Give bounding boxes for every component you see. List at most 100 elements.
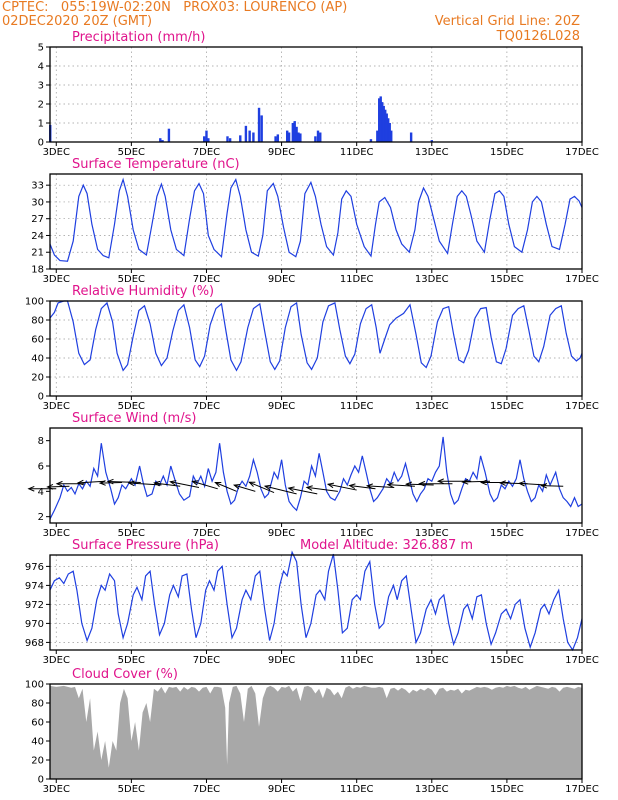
wind-arrowhead xyxy=(287,486,295,492)
rh-panel: 0 20 40 60 80 100 3DEC 5DEC 7DEC 9DEC 11DEC 13DEC 15… xyxy=(25,284,599,412)
precip-bar xyxy=(239,135,242,142)
precip-bar xyxy=(161,140,164,142)
precip-bar xyxy=(286,130,289,142)
wind-arrowhead xyxy=(191,480,199,486)
precip-bar xyxy=(316,130,320,142)
pres-xtick-label: 5DEC xyxy=(118,655,145,666)
wind-xtick-label: 15DEC xyxy=(490,528,524,539)
wind-vector-arrow xyxy=(192,480,218,490)
wind-vector-arrow xyxy=(462,480,491,483)
temp-series-line xyxy=(49,177,583,262)
cloud-xtick-label: 11DEC xyxy=(340,784,374,795)
precip-bar xyxy=(378,98,381,142)
precip-bar xyxy=(376,130,379,142)
precip-bar xyxy=(319,132,322,142)
rh-xtick-label: 15DEC xyxy=(490,401,524,412)
rh-xtick-label: 11DEC xyxy=(340,401,374,412)
header-line1: CPTEC: 055:19W-02:20N PROX03: LOURENCO (… xyxy=(2,0,348,15)
temp-panel: 18 21 24 27 30 33 3DEC 5DEC 7DEC 9DEC 11DEC 13DEC 15… xyxy=(31,157,599,285)
precip-bar xyxy=(381,102,384,142)
wind-ytick-label: 8 xyxy=(38,436,44,447)
wind-arrowhead xyxy=(263,484,272,491)
pres-frame xyxy=(49,554,583,651)
wind-arrowhead xyxy=(404,481,413,488)
cloud-xtick-label: 3DEC xyxy=(43,784,70,795)
precip-bar xyxy=(369,139,373,142)
precip-bar xyxy=(276,134,280,142)
temp-frame xyxy=(49,173,583,270)
temp-xtick-label: 9DEC xyxy=(268,274,295,285)
wind-vector-arrow xyxy=(154,482,181,487)
temp-ytick-label: 30 xyxy=(31,197,44,208)
precip-ytick-label: 0 xyxy=(38,138,44,149)
wind-vector-arrow xyxy=(215,482,237,492)
wind-vector-arrow xyxy=(406,483,434,486)
header-grid-note: Vertical Grid Line: 20Z xyxy=(434,14,580,29)
precip-bar xyxy=(203,136,206,142)
precip-bar xyxy=(205,130,208,142)
precip-bar xyxy=(291,123,295,142)
pres-xtick-label: 15DEC xyxy=(490,655,524,666)
wind-arrowhead xyxy=(169,480,177,486)
precip-ytick-label: 4 xyxy=(38,62,44,73)
wind-arrowhead xyxy=(418,480,426,487)
precip-bar xyxy=(297,132,300,142)
rh-xtick-label: 3DEC xyxy=(43,401,70,412)
temp-ytick-label: 27 xyxy=(31,214,44,225)
precip-ytick-label: 3 xyxy=(38,81,44,92)
wind-series-line xyxy=(49,436,583,520)
rh-xtick-label: 9DEC xyxy=(268,401,295,412)
pres-annotation: Model Altitude: 326.887 m xyxy=(300,538,473,553)
precip-bar xyxy=(299,133,302,142)
precip-xtick-label: 13DEC xyxy=(415,147,449,158)
precip-bar xyxy=(295,126,298,142)
pres-series-line xyxy=(49,550,583,652)
temp-xtick-label: 13DEC xyxy=(415,274,449,285)
wind-vector-arrow xyxy=(77,480,106,484)
wind-vector-arrow xyxy=(128,482,162,486)
wind-xtick-label: 7DEC xyxy=(193,528,220,539)
wind-ytick-label: 4 xyxy=(38,487,44,498)
wind-arrowhead xyxy=(214,481,222,488)
precip-ytick-label: 1 xyxy=(38,119,44,130)
wind-xtick-label: 17DEC xyxy=(565,528,599,539)
precip-xtick-label: 3DEC xyxy=(43,147,70,158)
rh-title: Relative Humidity (%) xyxy=(72,284,214,299)
cloud-xtick-label: 5DEC xyxy=(118,784,145,795)
cloud-ytick-label: 80 xyxy=(31,699,44,710)
rh-frame xyxy=(49,300,583,397)
cloud-ytick-label: 100 xyxy=(25,680,44,691)
rh-xtick-label: 7DEC xyxy=(193,401,220,412)
wind-ytick-label: 6 xyxy=(38,462,44,473)
pres-xtick-label: 11DEC xyxy=(340,655,374,666)
temp-ytick-label: 21 xyxy=(31,248,44,259)
wind-vector-arrow xyxy=(541,485,564,487)
wind-vector-arrow xyxy=(47,485,70,488)
wind-arrowhead xyxy=(326,482,335,489)
cloud-xtick-label: 13DEC xyxy=(415,784,449,795)
wind-arrowhead xyxy=(436,478,444,484)
temp-xtick-label: 17DEC xyxy=(565,274,599,285)
rh-ytick-label: 0 xyxy=(38,392,44,403)
precip-title: Precipitation (mm/h) xyxy=(72,30,205,45)
wind-vector-arrow xyxy=(264,485,297,495)
precip-bar xyxy=(390,130,393,142)
wind-title: Surface Wind (m/s) xyxy=(72,411,196,426)
precip-frame xyxy=(49,46,583,143)
precip-bar xyxy=(252,132,255,142)
wind-vector-arrow xyxy=(519,482,547,486)
wind-arrowhead xyxy=(106,478,114,485)
precip-bar xyxy=(430,140,433,142)
rh-xtick-label: 17DEC xyxy=(565,401,599,412)
pres-xtick-label: 13DEC xyxy=(415,655,449,666)
precip-bar xyxy=(379,96,382,142)
precip-bar xyxy=(387,118,390,142)
cloud-ytick-label: 40 xyxy=(31,737,44,748)
rh-xtick-label: 13DEC xyxy=(415,401,449,412)
cloud-ytick-label: 0 xyxy=(38,775,44,786)
pres-xtick-label: 7DEC xyxy=(193,655,220,666)
precip-bar xyxy=(159,138,162,142)
wind-xtick-label: 11DEC xyxy=(340,528,374,539)
pres-ytick-label: 970 xyxy=(25,619,44,630)
wind-frame xyxy=(49,427,583,524)
